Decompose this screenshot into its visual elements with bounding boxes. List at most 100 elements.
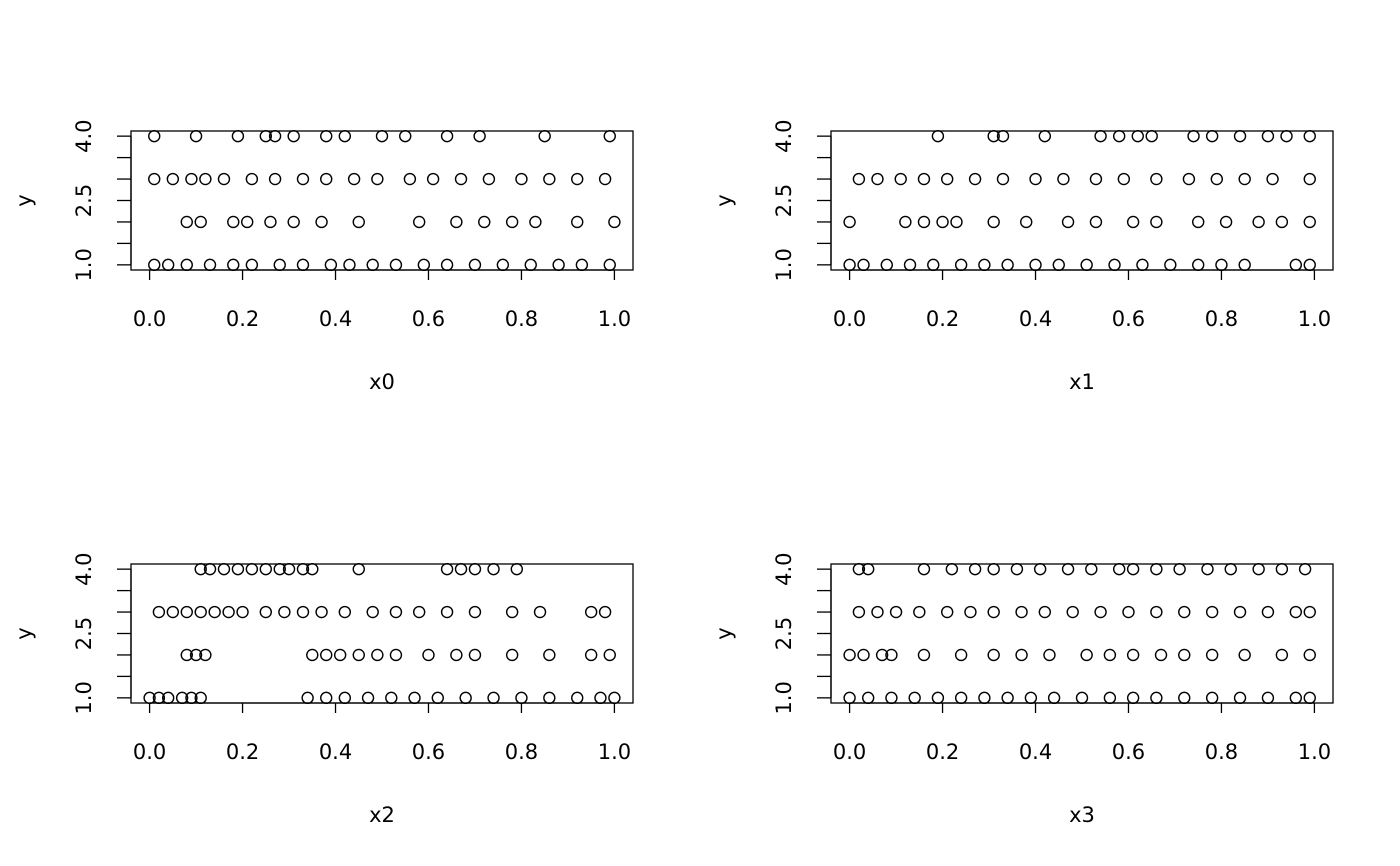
- y-tick-label: 1.0: [72, 681, 96, 714]
- x-tick-label: 0.0: [133, 740, 166, 764]
- point: [1126, 562, 1140, 576]
- point: [1075, 691, 1089, 705]
- point: [1187, 129, 1200, 143]
- point: [1131, 129, 1144, 143]
- point: [505, 215, 519, 229]
- point: [468, 605, 482, 619]
- point: [1126, 648, 1140, 662]
- point: [941, 172, 954, 186]
- point: [1261, 691, 1275, 705]
- point: [571, 215, 584, 229]
- point: [487, 691, 500, 705]
- point: [1029, 258, 1042, 272]
- point: [459, 691, 472, 705]
- point: [422, 648, 435, 662]
- x-tick-label: 1.0: [598, 307, 631, 331]
- point: [320, 691, 333, 705]
- point: [936, 215, 949, 229]
- point: [375, 129, 389, 143]
- x-tick-label: 0.8: [1205, 307, 1238, 331]
- point: [1150, 605, 1163, 619]
- point: [954, 691, 968, 705]
- point: [899, 215, 912, 229]
- point: [608, 691, 621, 705]
- y-tick-label: 4.0: [772, 552, 796, 585]
- x-axis-label: x1: [1069, 370, 1095, 394]
- point: [603, 129, 616, 143]
- y-tick-label: 2.5: [72, 184, 96, 217]
- point: [1126, 215, 1140, 229]
- point: [320, 172, 333, 186]
- plot-frame: [830, 130, 1334, 271]
- point: [1303, 605, 1316, 619]
- point: [180, 258, 193, 272]
- point: [1117, 172, 1131, 186]
- x-tick-label: 0.6: [412, 740, 445, 764]
- point: [1061, 215, 1075, 229]
- x-tick-label: 1.0: [598, 740, 631, 764]
- point: [296, 562, 310, 576]
- point: [1215, 258, 1228, 272]
- point: [440, 129, 454, 143]
- x-tick-label: 0.4: [319, 740, 352, 764]
- point: [885, 691, 898, 705]
- point: [417, 258, 431, 272]
- x-tick-label: 0.6: [1112, 740, 1145, 764]
- point: [1164, 258, 1177, 272]
- point: [852, 172, 866, 186]
- point: [426, 172, 440, 186]
- point: [231, 129, 245, 143]
- point: [598, 605, 612, 619]
- point: [894, 172, 907, 186]
- point: [361, 691, 375, 705]
- point: [1178, 605, 1191, 619]
- point: [343, 258, 356, 272]
- point: [296, 258, 310, 272]
- point: [203, 562, 217, 576]
- point: [1205, 691, 1219, 705]
- point: [450, 648, 463, 662]
- point: [222, 605, 235, 619]
- point: [598, 172, 612, 186]
- point: [487, 562, 500, 576]
- point: [996, 172, 1010, 186]
- point: [366, 605, 379, 619]
- point: [440, 605, 454, 619]
- point: [175, 691, 189, 705]
- point: [1047, 691, 1061, 705]
- point: [296, 172, 310, 186]
- point: [1038, 129, 1052, 143]
- point: [231, 562, 245, 576]
- y-tick-label: 4.0: [772, 119, 796, 152]
- y-axis-label: y: [712, 194, 736, 206]
- point: [1261, 129, 1275, 143]
- point: [1238, 258, 1251, 272]
- point: [478, 215, 491, 229]
- x-axis-label: x3: [1069, 803, 1095, 827]
- x-tick-label: 1.0: [1298, 740, 1331, 764]
- point: [954, 648, 968, 662]
- point: [1015, 605, 1028, 619]
- point: [987, 129, 1000, 143]
- point: [1182, 172, 1196, 186]
- point: [468, 648, 482, 662]
- x-tick-label: 1.0: [1298, 307, 1331, 331]
- point: [152, 691, 166, 705]
- point: [978, 258, 991, 272]
- point: [1205, 605, 1219, 619]
- point: [1289, 691, 1303, 705]
- point: [371, 648, 384, 662]
- point: [1289, 605, 1303, 619]
- x-tick-label: 0.4: [1019, 307, 1052, 331]
- point: [857, 648, 870, 662]
- point: [194, 691, 207, 705]
- point: [1224, 562, 1237, 576]
- point: [843, 648, 856, 662]
- point: [352, 648, 365, 662]
- point: [180, 215, 193, 229]
- point: [978, 691, 991, 705]
- point: [584, 648, 598, 662]
- point: [1178, 691, 1191, 705]
- x-tick-label: 0.0: [133, 307, 166, 331]
